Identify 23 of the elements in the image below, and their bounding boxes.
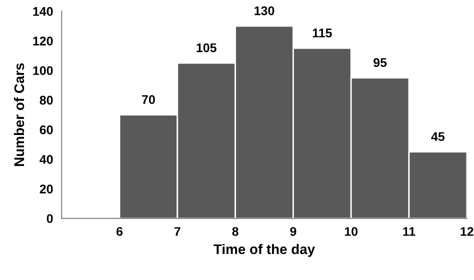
data-label: 70 [142, 95, 155, 104]
y-tick-label: 140 [33, 7, 53, 16]
x-tick-label: 8 [232, 227, 238, 236]
y-tick-label: 0 [46, 214, 53, 224]
data-label: 115 [312, 28, 332, 38]
x-tick-label: 11 [403, 227, 416, 236]
data-label: 130 [254, 6, 274, 16]
y-tick-label: 100 [33, 66, 53, 76]
y-axis-title: Number of Cars [14, 63, 24, 166]
y-tick-label: 20 [40, 184, 53, 194]
y-tick-label: 40 [40, 155, 53, 164]
y-tick-label: 80 [40, 96, 53, 105]
data-label: 95 [374, 58, 387, 67]
data-label: 105 [196, 43, 216, 52]
x-tick-label: 6 [116, 227, 123, 236]
x-axis-title: Time of the day [214, 244, 315, 257]
x-tick-label: 9 [290, 227, 296, 236]
x-tick-label: 7 [174, 227, 180, 236]
data-label: 45 [431, 132, 445, 141]
y-tick-label: 120 [33, 36, 53, 46]
y-tick-label: 60 [40, 125, 53, 134]
x-tick-label: 10 [344, 227, 358, 236]
x-tick-label: 12 [460, 227, 474, 236]
